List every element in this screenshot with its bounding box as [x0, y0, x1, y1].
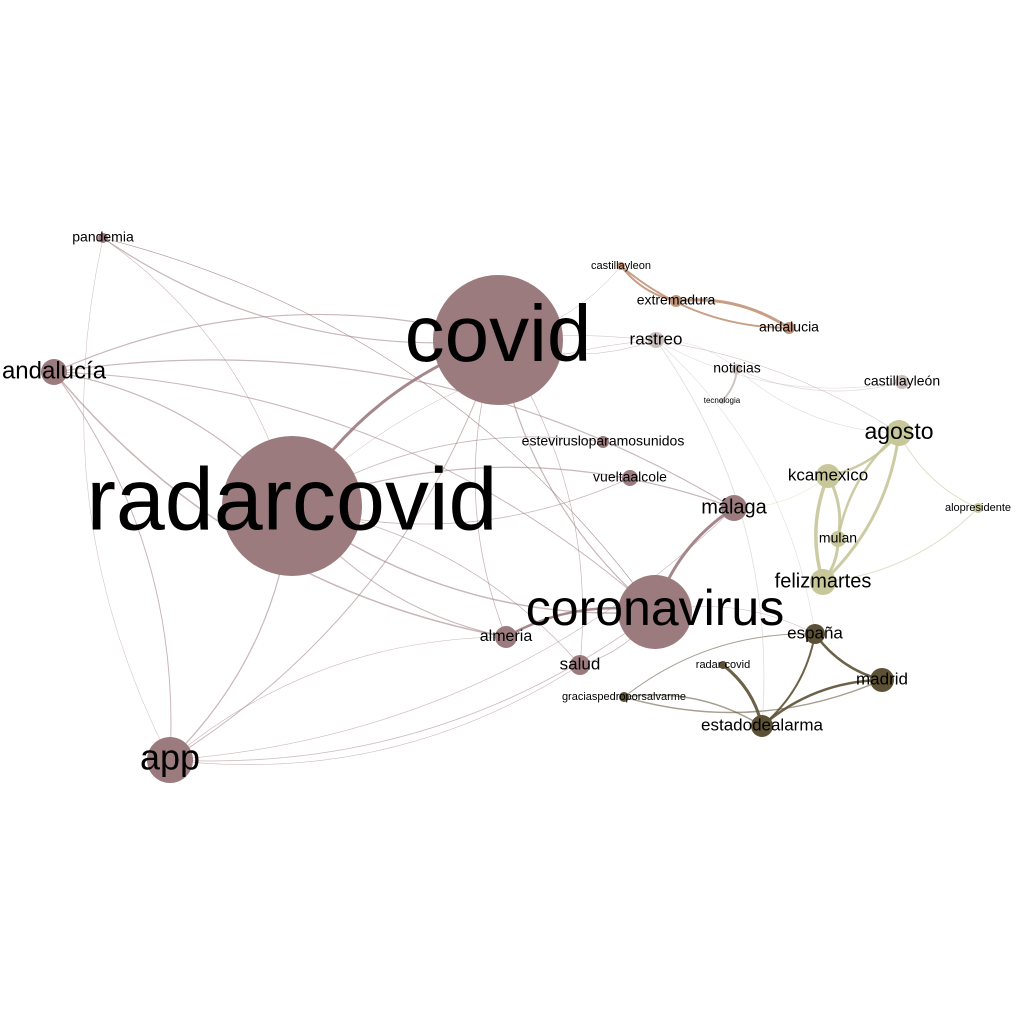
- edge-noticias-castillayleon_acc: [736, 368, 903, 392]
- node-label-extremadura: extremadura: [637, 292, 716, 308]
- edge-agosto-alopresidente: [898, 432, 979, 509]
- node-noticias[interactable]: [732, 364, 742, 374]
- node-label-mulan: mulan: [819, 530, 857, 546]
- node-label-kcamexico: kcamexico: [788, 465, 868, 484]
- edge-noticias-agosto: [736, 368, 900, 434]
- node-label-madrid: madrid: [856, 669, 908, 688]
- edge-rastreo-estadodealarma: [655, 339, 765, 727]
- node-andalucia[interactable]: [783, 322, 795, 334]
- node-label-graciaspedro: graciaspedroporsalvarme: [562, 691, 686, 703]
- edge-pandemia-coronavirus: [102, 237, 656, 613]
- node-rastreo[interactable]: [648, 332, 664, 348]
- node-malaga[interactable]: [721, 495, 747, 521]
- node-label-espana: españa: [787, 623, 843, 642]
- nodes-layer: [41, 233, 983, 783]
- node-espana[interactable]: [805, 624, 825, 644]
- node-label-felizmartes: felizmartes: [775, 570, 872, 592]
- edge-andalucia_es-malaga: [53, 359, 735, 509]
- edge-coronavirus-app: [169, 611, 656, 762]
- edge-madrid-graciaspedro: [623, 679, 883, 714]
- edge-agosto-felizmartes: [821, 432, 901, 584]
- node-label-salud: salud: [560, 654, 601, 673]
- node-extremadura[interactable]: [670, 295, 682, 307]
- node-label-covid: covid: [405, 289, 592, 378]
- edge-covid-app: [169, 339, 499, 761]
- node-label-andalucia_es: andalucía: [2, 357, 107, 384]
- node-label-radarcovid: radarcovid: [87, 449, 498, 548]
- node-castillayleon_acc[interactable]: [895, 375, 909, 389]
- node-label-alopresidente: alopresidente: [945, 502, 1011, 514]
- node-label-noticias: noticias: [713, 360, 760, 376]
- node-label-castillayleon_acc: castillayleón: [864, 373, 940, 389]
- node-label-rastreo: rastreo: [630, 329, 683, 348]
- node-madrid[interactable]: [870, 668, 894, 692]
- edge-estadodealarma-graciaspedro: [623, 694, 763, 727]
- node-almeria[interactable]: [495, 626, 517, 648]
- node-label-tecnologia: tecnologia: [704, 396, 741, 405]
- labels-layer: radarcovid covid coronavirus app andalucía pa…: [2, 229, 1011, 778]
- node-graciaspedro[interactable]: [619, 692, 629, 702]
- node-covid[interactable]: [433, 275, 563, 405]
- edge-app-malaga: [169, 507, 735, 761]
- node-estadodealarma[interactable]: [751, 715, 773, 737]
- node-kcamexico[interactable]: [816, 464, 840, 488]
- node-vueltaalcole[interactable]: [622, 470, 638, 486]
- node-label-app: app: [140, 737, 200, 778]
- edge-app-andalucia_es: [53, 371, 172, 761]
- node-pandemia[interactable]: [98, 233, 108, 243]
- edge-felizmartes-alopresidente: [822, 507, 979, 583]
- node-label-estevirus: estevirusloparamosunidos: [522, 433, 685, 449]
- node-mulan[interactable]: [830, 531, 846, 547]
- edge-castillayleon-andalucia: [620, 265, 790, 329]
- node-felizmartes[interactable]: [810, 569, 836, 595]
- edge-app-salud: [169, 664, 581, 765]
- node-salud[interactable]: [570, 655, 590, 675]
- edge-app-almeria: [169, 636, 507, 761]
- node-label-almeria: almeria: [480, 628, 533, 645]
- edge-espana-graciaspedro: [623, 633, 816, 698]
- node-label-agosto: agosto: [864, 418, 933, 444]
- node-label-estadodealarma: estadodealarma: [701, 715, 823, 734]
- node-radarcovid[interactable]: [222, 436, 362, 576]
- edge-rastreo-noticias: [655, 339, 738, 370]
- node-castillayleon[interactable]: [617, 262, 625, 270]
- node-label-pandemia: pandemia: [72, 229, 134, 245]
- edge-app-pandemia: [83, 237, 171, 761]
- edge-extremadura-andalucia: [675, 298, 790, 330]
- node-tecnologia[interactable]: [719, 398, 725, 404]
- node-label-malaga: málaga: [701, 496, 767, 518]
- edge-espana-estadodealarma: [761, 633, 816, 727]
- node-label-andalucia: andalucia: [759, 319, 819, 335]
- edge-madrid-estadodealarma: [761, 678, 883, 727]
- node-label-vueltaalcole: vueltaalcole: [593, 469, 667, 485]
- node-alopresidente[interactable]: [973, 503, 983, 513]
- node-estevirus[interactable]: [597, 436, 609, 448]
- node-label-castillayleon: castillayleon: [591, 260, 651, 272]
- node-app[interactable]: [147, 737, 193, 783]
- node-agosto[interactable]: [886, 420, 912, 446]
- node-radar_covid[interactable]: [719, 661, 727, 669]
- node-coronavirus[interactable]: [618, 575, 692, 649]
- node-andalucia_es[interactable]: [41, 359, 67, 385]
- node-label-radar_covid: radar covid: [696, 659, 750, 671]
- node-label-coronavirus: coronavirus: [526, 580, 784, 636]
- edge-coronavirus-andalucia_es: [53, 371, 656, 613]
- edge-rastreo-espana: [655, 339, 816, 635]
